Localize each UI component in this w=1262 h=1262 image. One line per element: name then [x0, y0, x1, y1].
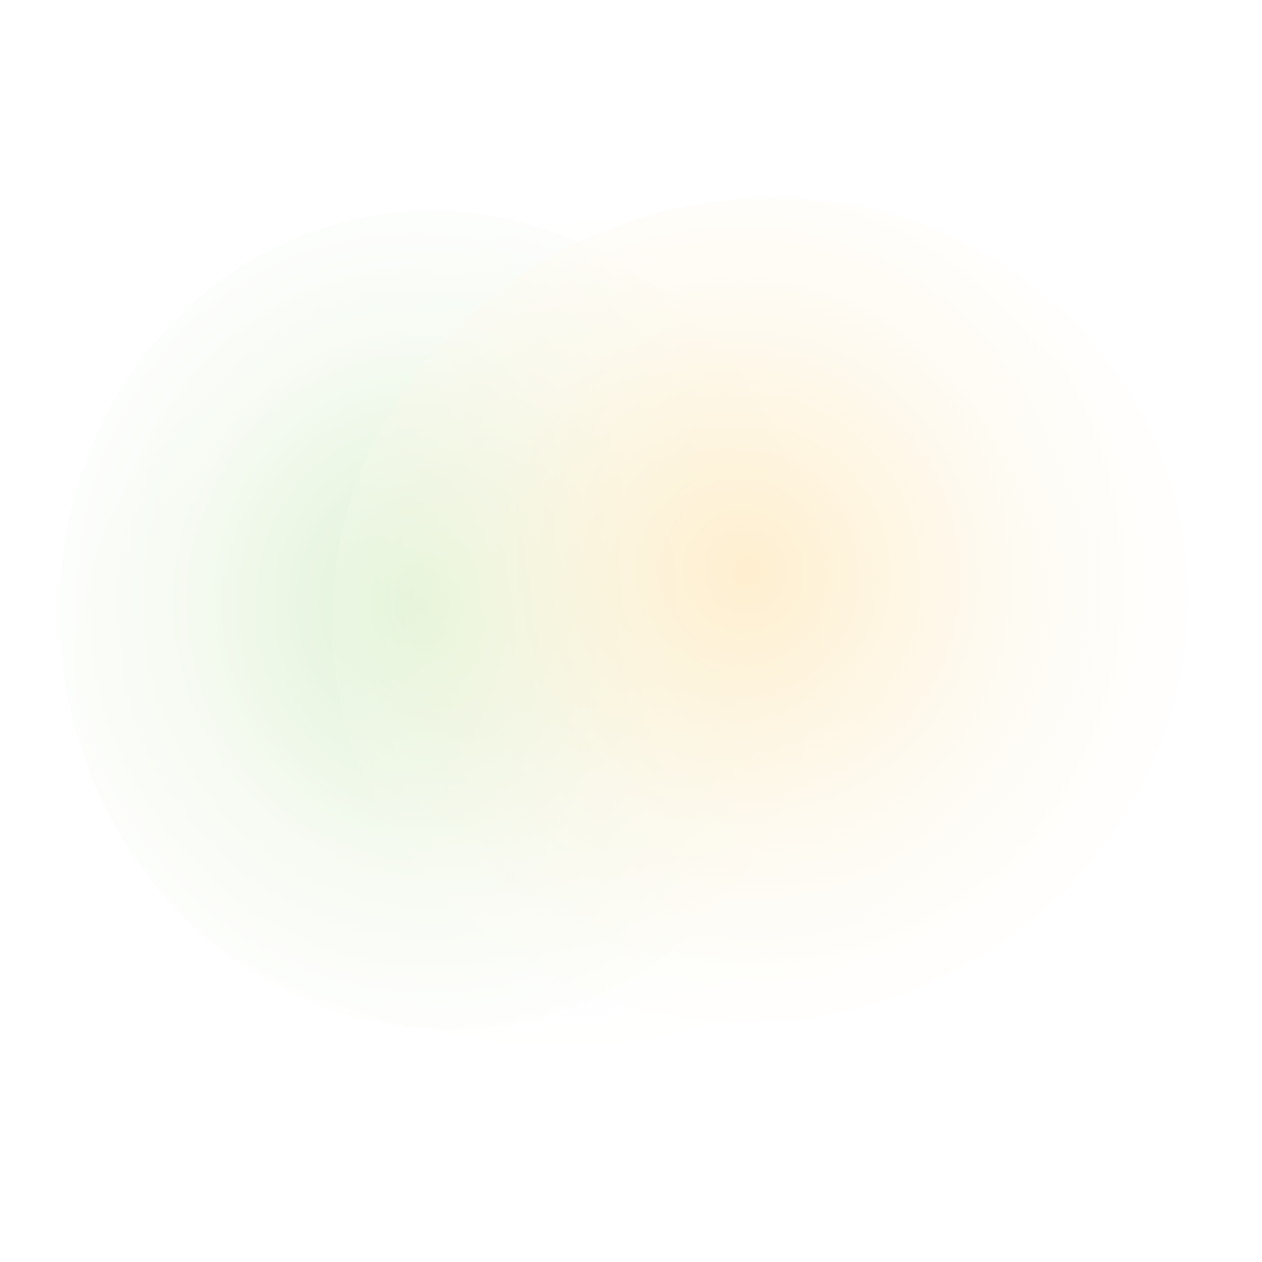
green-gradient-blob [6, 161, 874, 1079]
orange-gradient-blob [224, 87, 1262, 1133]
soft-glow-blob [7, 131, 1223, 1129]
